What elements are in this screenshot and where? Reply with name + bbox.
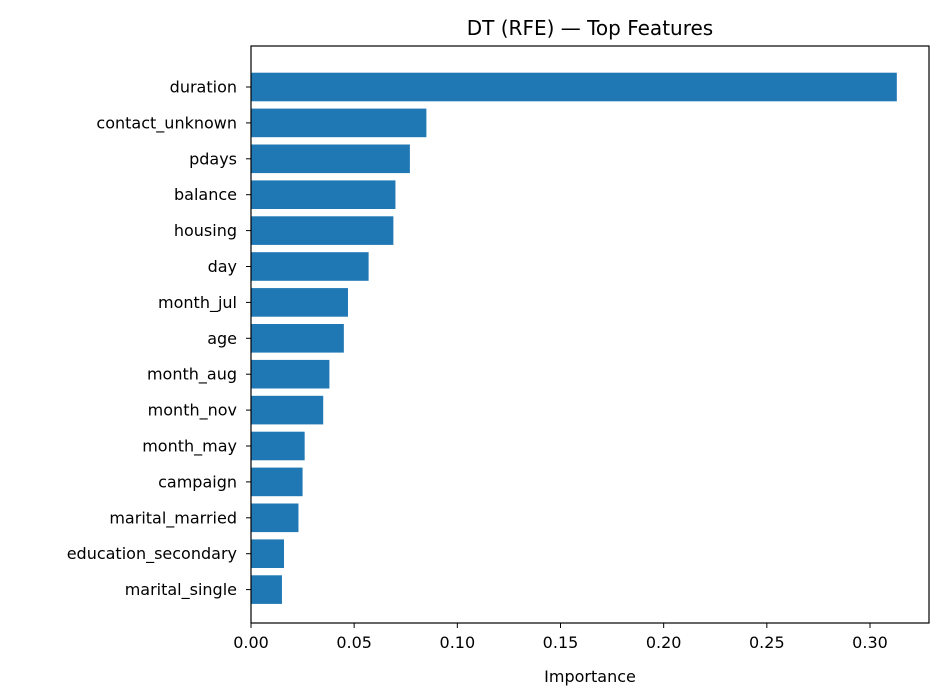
bar-campaign bbox=[251, 467, 303, 497]
y-tick-label: duration bbox=[170, 78, 237, 97]
y-tick-label: campaign bbox=[158, 472, 237, 491]
y-tick-label: month_aug bbox=[147, 365, 237, 385]
bar-age bbox=[251, 324, 344, 353]
y-tick-label: age bbox=[207, 329, 237, 348]
y-tick-label: marital_married bbox=[109, 508, 237, 528]
bar-housing bbox=[251, 216, 394, 245]
y-tick-label: pdays bbox=[189, 149, 237, 168]
bar-month-aug bbox=[251, 359, 330, 389]
bar-pdays bbox=[251, 144, 410, 174]
bar-contact-unknown bbox=[251, 108, 427, 138]
y-tick-label: day bbox=[208, 257, 237, 276]
x-axis-ticks: 0.00 0.05 0.10 0.15 0.20 0.25 0.30 bbox=[233, 623, 888, 652]
x-tick-label: 0.00 bbox=[233, 633, 269, 652]
y-tick-label: month_nov bbox=[148, 401, 237, 421]
bar-marital-single bbox=[251, 575, 282, 604]
bar-month-jul bbox=[251, 288, 348, 317]
x-tick-label: 0.25 bbox=[749, 633, 785, 652]
x-tick-label: 0.10 bbox=[440, 633, 476, 652]
bar-month-nov bbox=[251, 395, 324, 425]
bar-education-secondary bbox=[251, 539, 285, 568]
y-tick-label: balance bbox=[174, 185, 237, 204]
x-tick-label: 0.05 bbox=[336, 633, 372, 652]
bar-duration bbox=[251, 72, 897, 102]
y-tick-label: marital_single bbox=[125, 580, 237, 600]
bar-day bbox=[251, 252, 369, 281]
y-tick-label: contact_unknown bbox=[96, 113, 237, 133]
x-tick-label: 0.20 bbox=[646, 633, 682, 652]
y-tick-label: education_secondary bbox=[67, 544, 237, 564]
bar-group bbox=[251, 72, 897, 604]
y-tick-label: housing bbox=[174, 221, 237, 240]
plot-frame bbox=[250, 45, 930, 624]
chart-title: DT (RFE) — Top Features bbox=[467, 16, 713, 40]
x-tick-label: 0.15 bbox=[543, 633, 579, 652]
y-tick-label: month_may bbox=[142, 437, 237, 457]
y-tick-label: month_jul bbox=[158, 293, 237, 313]
bar-balance bbox=[251, 180, 396, 209]
x-axis-label: Importance bbox=[544, 667, 636, 686]
bar-marital-married bbox=[251, 503, 299, 533]
x-tick-label: 0.30 bbox=[852, 633, 888, 652]
bar-month-may bbox=[251, 431, 305, 461]
